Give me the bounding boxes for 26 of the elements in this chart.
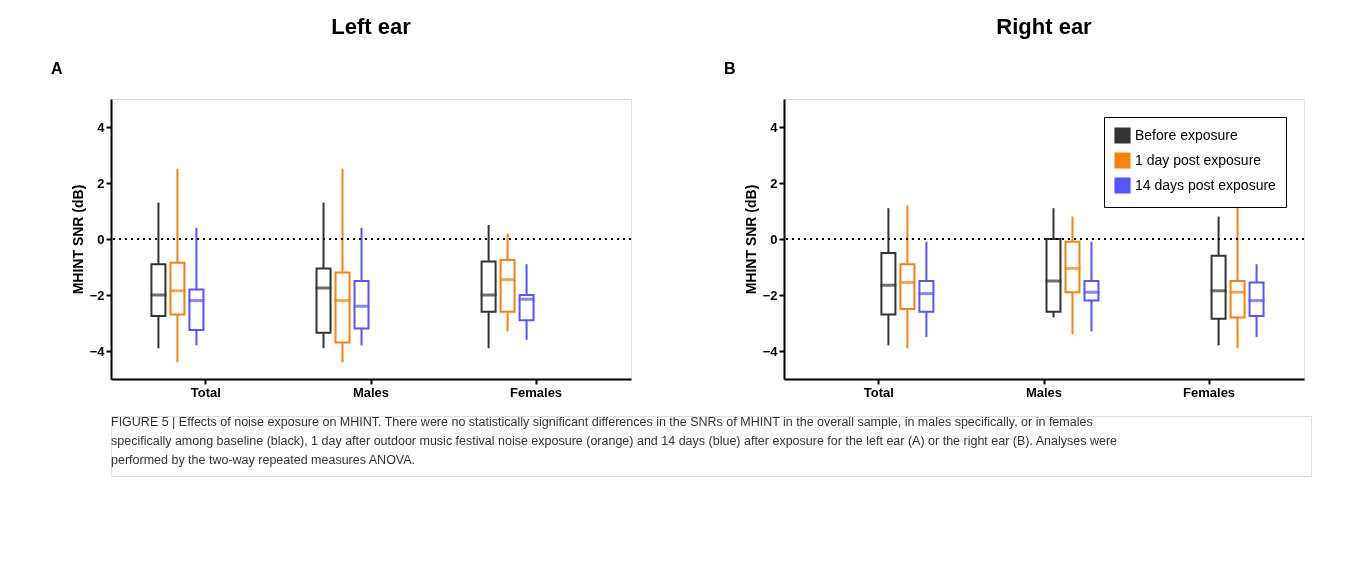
y-tick-label: −4 <box>762 343 779 359</box>
y-tick-label: 4 <box>97 119 106 135</box>
y-tick-label: −4 <box>89 343 106 359</box>
y-tick-label: 4 <box>770 119 779 135</box>
y-tick-label: −2 <box>89 287 105 303</box>
caption: FIGURE 5 | Effects of noise exposure on MHINT. There were no statistically significant differences in the SNRs of MHINT in the overall sample, in males specifically, or in females specifically among baseline (black), 1 day after outdoor music festival noise exposure (orange) and 14 days (blue) after exposure for the left ear (A) or the right ear (B). Analyses were performed by the two-way repeated measures ANOVA. <box>111 415 1118 467</box>
y-tick-label: 2 <box>97 175 105 191</box>
y-tick-label: 0 <box>770 231 778 247</box>
text: A <box>51 60 63 77</box>
legend-label: 1 day post exposure <box>1135 151 1262 168</box>
chart-title: Right ear <box>996 14 1093 39</box>
y-axis-title: MHINT SNR (dB) <box>69 184 86 295</box>
y-tick-label: 0 <box>97 231 105 247</box>
y-axis-title: MHINT SNR (dB) <box>742 184 759 295</box>
y-tick-label: −2 <box>762 287 778 303</box>
x-tick-label: Males <box>1025 384 1063 400</box>
text: B <box>724 60 736 77</box>
x-tick-label: Total <box>190 384 221 400</box>
legend-label: Before exposure <box>1135 126 1238 143</box>
y-tick-label: 2 <box>770 175 778 191</box>
x-tick-label: Females <box>510 384 563 400</box>
x-tick-label: Males <box>352 384 390 400</box>
legend-label: 14 days post exposure <box>1135 176 1277 193</box>
x-tick-label: Females <box>1183 384 1236 400</box>
x-tick-label: Total <box>863 384 894 400</box>
chart-title: Left ear <box>331 14 412 39</box>
